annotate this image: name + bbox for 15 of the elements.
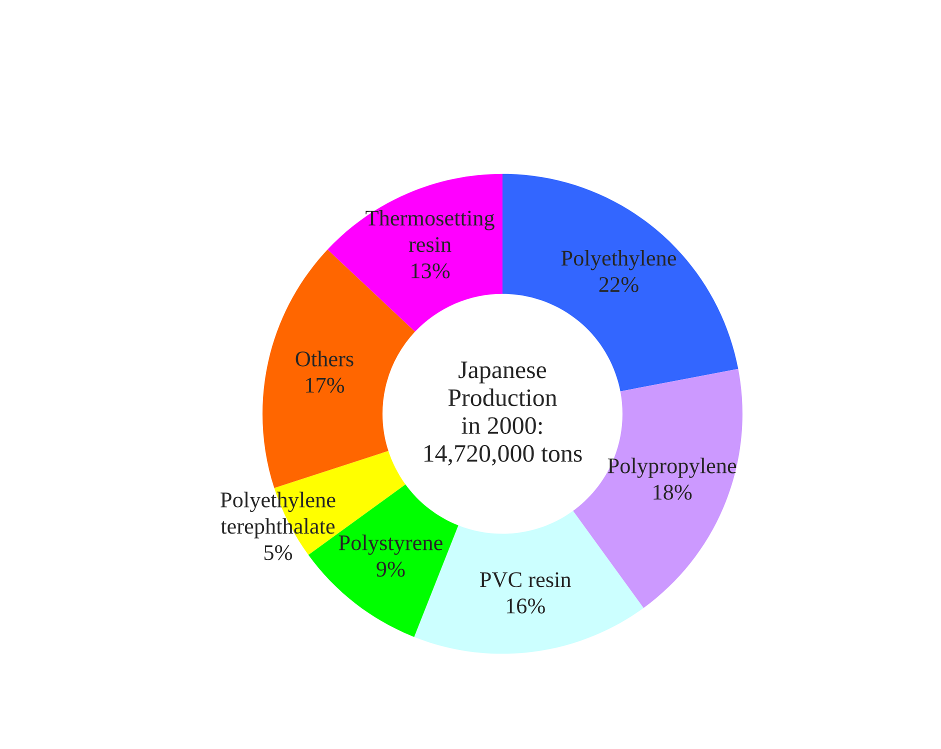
donut-slice bbox=[328, 174, 502, 332]
slice-label: PVC resin bbox=[480, 572, 572, 588]
slice-label: Polystyrene bbox=[338, 534, 442, 555]
slice-label: Polypropylene bbox=[608, 458, 736, 478]
data-label: 17% bbox=[306, 378, 344, 393]
data-label: 18% bbox=[654, 484, 692, 500]
data-label: 9% bbox=[376, 562, 405, 577]
data-label: 13% bbox=[412, 263, 450, 278]
data-label: 22% bbox=[599, 277, 638, 292]
slice-label: Polyethylene bbox=[561, 250, 676, 270]
data-label: 5% bbox=[264, 545, 292, 560]
text: Japanese Production in 2000: 14,720,000 tons bbox=[424, 362, 582, 466]
slice-label: Thermosetting resin bbox=[366, 210, 494, 252]
data-label: 16% bbox=[506, 598, 545, 614]
slice-label: Others bbox=[296, 350, 354, 366]
